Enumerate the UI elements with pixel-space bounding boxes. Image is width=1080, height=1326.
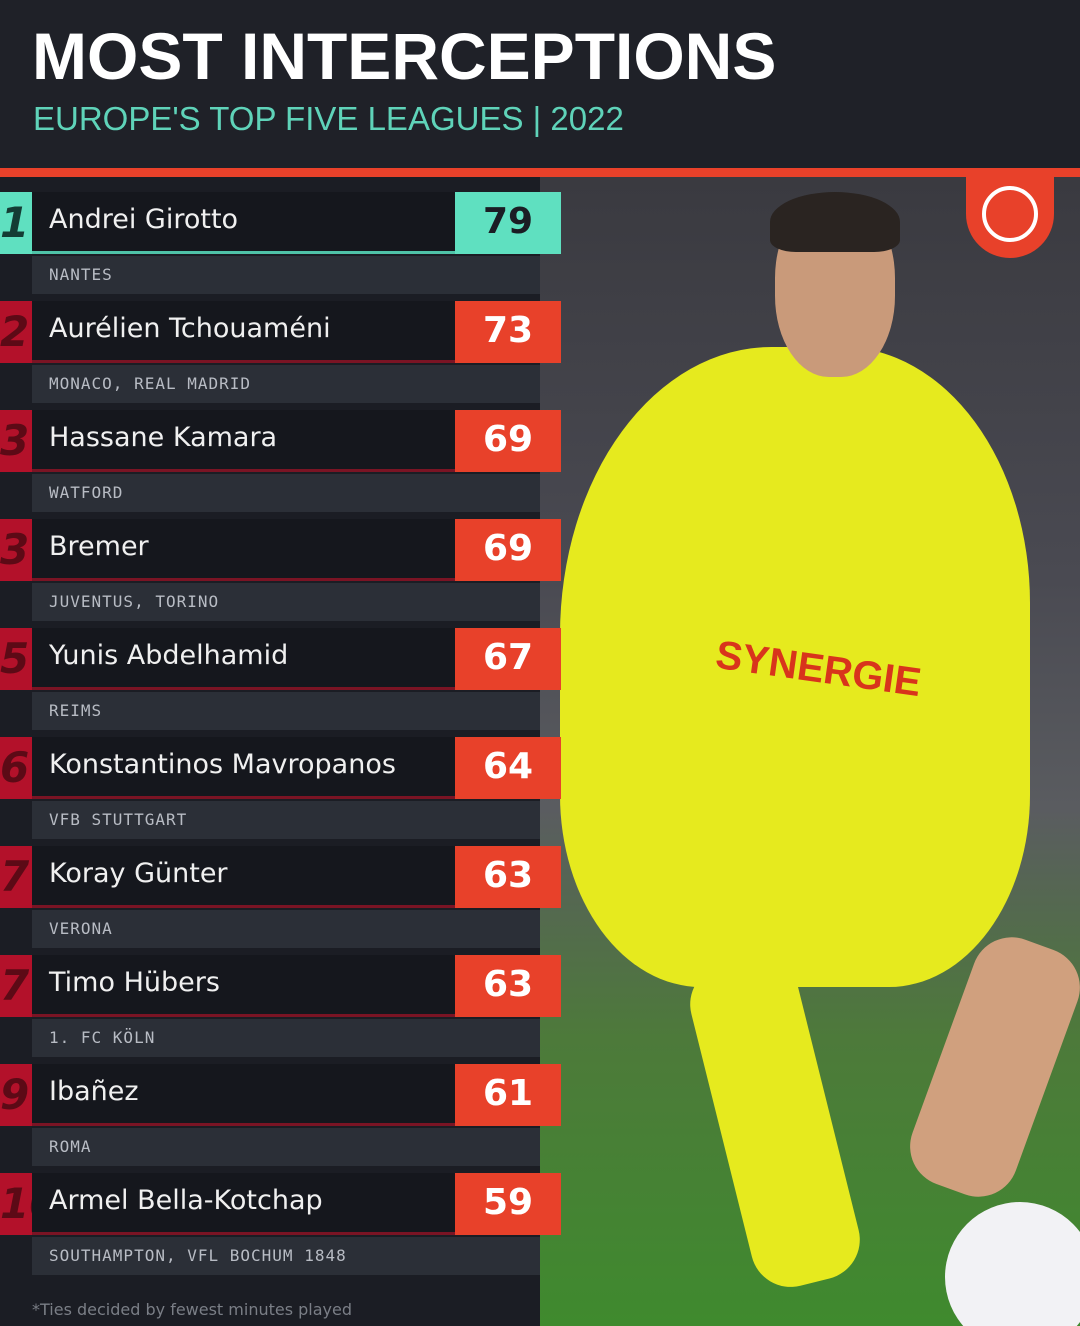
rank-number: 3 [0, 410, 32, 472]
page-subtitle: EUROPE'S TOP FIVE LEAGUES | 2022 [33, 100, 624, 137]
player-photo: SYNERGIE [540, 177, 1080, 1326]
name-bar: Yunis Abdelhamid [32, 628, 455, 690]
club-name: NANTES [49, 265, 113, 284]
interceptions-value: 64 [455, 737, 561, 799]
club-bar: NANTES [32, 256, 540, 294]
leaderboard-row: 5 Yunis Abdelhamid 67 REIMS [0, 613, 562, 730]
leaderboard-row: 6 Konstantinos Mavropanos 64 VFB STUTTGA… [0, 722, 562, 839]
name-bar: Konstantinos Mavropanos [32, 737, 455, 799]
interceptions-value: 69 [455, 519, 561, 581]
name-bar: Andrei Girotto [32, 192, 455, 254]
footnote: *Ties decided by fewest minutes played [32, 1300, 353, 1319]
football [945, 1202, 1080, 1326]
club-name: 1. FC KÖLN [49, 1028, 156, 1047]
rank-number: 2 [0, 301, 32, 363]
club-name: VERONA [49, 919, 113, 938]
rank-number: 7 [0, 846, 32, 908]
player-name: Bremer [49, 531, 149, 562]
player-hair [770, 192, 900, 252]
player-name: Timo Hübers [49, 967, 220, 998]
player-name: Armel Bella-Kotchap [49, 1185, 323, 1216]
club-bar: MONACO, REAL MADRID [32, 365, 540, 403]
leaderboard: 1 Andrei Girotto 79 NANTES 2 Aurélien Tc… [0, 177, 561, 1326]
name-bar: Ibañez [32, 1064, 455, 1126]
player-name: Koray Günter [49, 858, 228, 889]
player-name: Andrei Girotto [49, 204, 239, 235]
leaderboard-row: 2 Aurélien Tchouaméni 73 MONACO, REAL MA… [0, 286, 562, 403]
leaderboard-row: 3 Bremer 69 JUVENTUS, TORINO [0, 504, 562, 621]
club-bar: JUVENTUS, TORINO [32, 583, 540, 621]
yin-yang-badge-icon [966, 170, 1054, 258]
leaderboard-row: 10 Armel Bella-Kotchap 59 SOUTHAMPTON, V… [0, 1158, 562, 1275]
name-bar: Aurélien Tchouaméni [32, 301, 455, 363]
club-name: MONACO, REAL MADRID [49, 374, 252, 393]
club-bar: VERONA [32, 910, 540, 948]
name-bar: Koray Günter [32, 846, 455, 908]
interceptions-value: 61 [455, 1064, 561, 1126]
rank-number: 5 [0, 628, 32, 690]
leaderboard-row: 7 Koray Günter 63 VERONA [0, 831, 562, 948]
name-bar: Timo Hübers [32, 955, 455, 1017]
club-bar: 1. FC KÖLN [32, 1019, 540, 1057]
club-bar: WATFORD [32, 474, 540, 512]
interceptions-value: 63 [455, 955, 561, 1017]
interceptions-value: 67 [455, 628, 561, 690]
player-name: Yunis Abdelhamid [49, 640, 289, 671]
interceptions-value: 79 [455, 192, 561, 254]
player-shirt: SYNERGIE [560, 347, 1030, 987]
interceptions-value: 69 [455, 410, 561, 472]
divider [0, 168, 1080, 177]
name-bar: Hassane Kamara [32, 410, 455, 472]
leaderboard-row: 7 Timo Hübers 63 1. FC KÖLN [0, 940, 562, 1057]
shirt-sponsor: SYNERGIE [713, 632, 924, 706]
interceptions-value: 73 [455, 301, 561, 363]
club-name: ROMA [49, 1137, 92, 1156]
rank-number: 10 [0, 1173, 32, 1235]
player-leg [681, 948, 869, 1296]
rank-number: 7 [0, 955, 32, 1017]
name-bar: Armel Bella-Kotchap [32, 1173, 455, 1235]
leaderboard-row: 1 Andrei Girotto 79 NANTES [0, 177, 562, 294]
rank-number: 1 [0, 192, 32, 254]
club-name: WATFORD [49, 483, 124, 502]
page-title: MOST INTERCEPTIONS [32, 19, 777, 93]
player-name: Aurélien Tchouaméni [49, 313, 331, 344]
leaderboard-row: 3 Hassane Kamara 69 WATFORD [0, 395, 562, 512]
club-name: REIMS [49, 701, 103, 720]
rank-number: 6 [0, 737, 32, 799]
name-bar: Bremer [32, 519, 455, 581]
club-bar: SOUTHAMPTON, VFL BOCHUM 1848 [32, 1237, 540, 1275]
club-bar: ROMA [32, 1128, 540, 1166]
interceptions-value: 63 [455, 846, 561, 908]
player-name: Ibañez [49, 1076, 139, 1107]
club-name: VFB STUTTGART [49, 810, 188, 829]
rank-number: 3 [0, 519, 32, 581]
club-bar: VFB STUTTGART [32, 801, 540, 839]
club-name: JUVENTUS, TORINO [49, 592, 220, 611]
club-bar: REIMS [32, 692, 540, 730]
interceptions-value: 59 [455, 1173, 561, 1235]
rank-number: 9 [0, 1064, 32, 1126]
player-name: Hassane Kamara [49, 422, 278, 453]
header: MOST INTERCEPTIONS EUROPE'S TOP FIVE LEA… [0, 0, 1080, 168]
player-name: Konstantinos Mavropanos [49, 749, 396, 780]
club-name: SOUTHAMPTON, VFL BOCHUM 1848 [49, 1246, 347, 1265]
leaderboard-row: 9 Ibañez 61 ROMA [0, 1049, 562, 1166]
